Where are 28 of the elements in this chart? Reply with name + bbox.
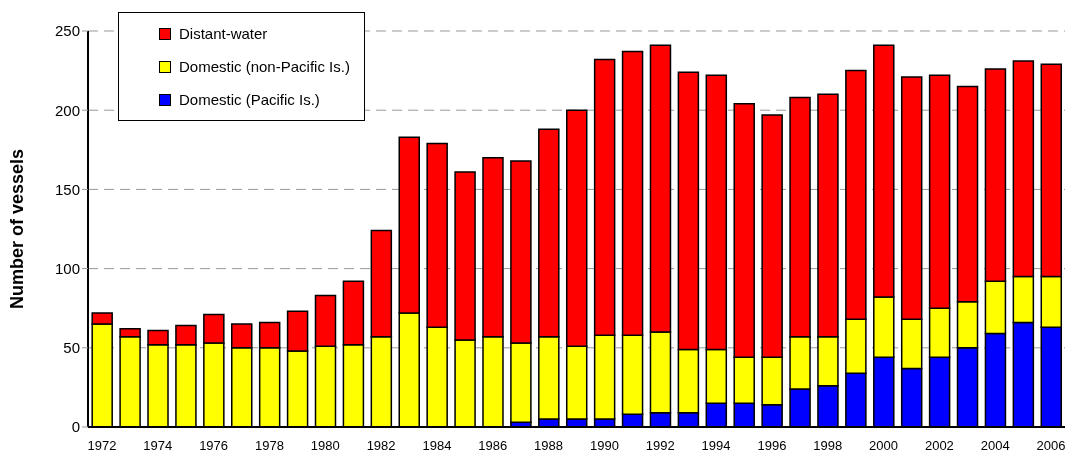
x-tick-label: 2002 — [924, 438, 954, 454]
legend-label: Domestic (Pacific Is.) — [179, 91, 320, 108]
y-tick-label: 250 — [54, 22, 80, 40]
y-axis-title: Number of vessels — [7, 148, 28, 309]
x-tick-label: 1984 — [422, 438, 452, 454]
legend-label: Domestic (non-Pacific Is.) — [179, 58, 350, 75]
x-tick-label: 1974 — [143, 438, 173, 454]
y-tick-label: 100 — [54, 259, 80, 277]
x-tick-label: 1994 — [701, 438, 731, 454]
x-tick-label: 1980 — [310, 438, 340, 454]
y-tick-label: 50 — [63, 339, 80, 357]
x-tick-label: 1998 — [813, 438, 843, 454]
x-tick-label: 2006 — [1036, 438, 1066, 454]
y-tick-label: 150 — [54, 180, 80, 198]
x-tick-label: 2004 — [980, 438, 1010, 454]
x-tick-label: 1990 — [589, 438, 619, 454]
y-tick-label: 200 — [54, 101, 80, 119]
x-tick-label: 1982 — [366, 438, 396, 454]
x-tick-label: 1976 — [199, 438, 229, 454]
x-tick-label: 1992 — [645, 438, 675, 454]
x-tick-label: 1972 — [87, 438, 117, 454]
y-tick-label: 0 — [71, 418, 80, 436]
x-tick-label: 1986 — [478, 438, 508, 454]
x-tick-label: 1996 — [757, 438, 787, 454]
x-tick-label: 1978 — [254, 438, 284, 454]
x-tick-label: 2000 — [869, 438, 899, 454]
x-tick-label: 1988 — [534, 438, 564, 454]
legend-label: Distant-water — [179, 25, 268, 42]
